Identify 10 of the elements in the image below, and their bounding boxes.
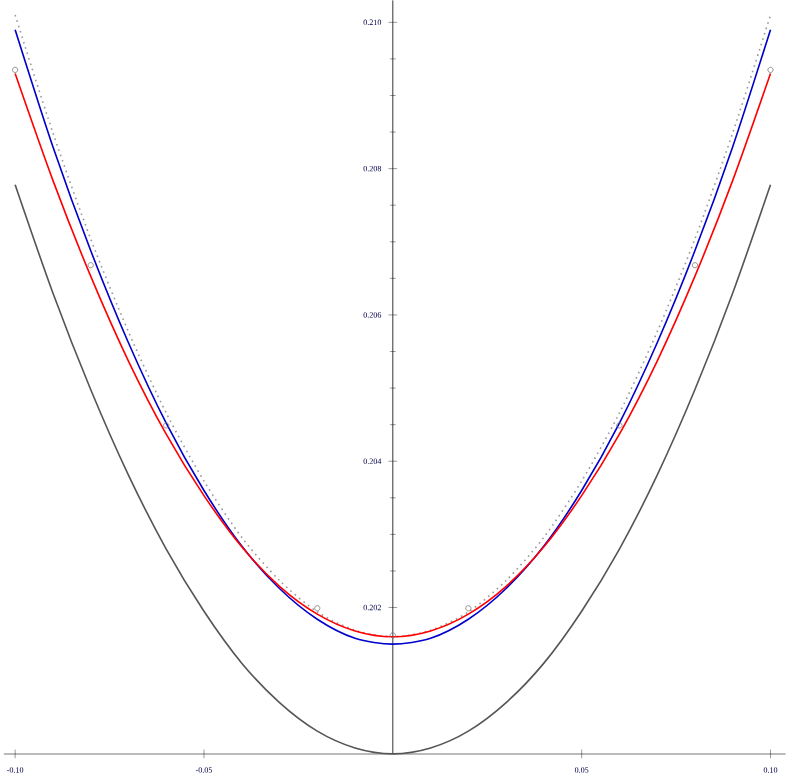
point — [767, 67, 774, 74]
point — [389, 632, 396, 639]
point — [616, 422, 623, 429]
point — [465, 605, 472, 612]
line-series — [14, 184, 772, 755]
point — [87, 262, 94, 269]
point — [163, 422, 170, 429]
point — [314, 605, 321, 612]
point — [691, 262, 698, 269]
point — [12, 67, 19, 74]
